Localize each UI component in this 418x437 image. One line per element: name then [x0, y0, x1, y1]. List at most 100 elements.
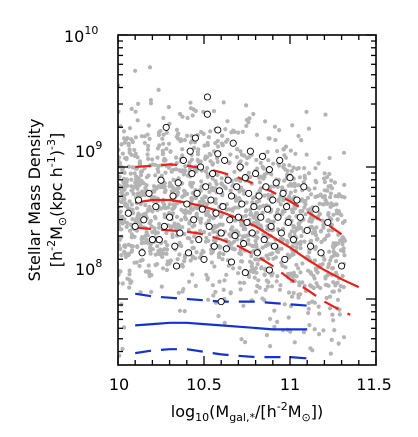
gray-point: [132, 234, 137, 239]
gray-point: [269, 284, 275, 289]
gray-point: [322, 171, 327, 176]
gray-point: [328, 204, 333, 209]
gray-point: [130, 188, 135, 193]
axis-ticks: [117, 34, 377, 365]
gray-point: [215, 159, 220, 164]
open-circle-point: [148, 236, 156, 244]
gray-point: [131, 191, 136, 196]
gray-point: [267, 136, 272, 141]
gray-point: [185, 115, 190, 121]
gray-point: [307, 219, 312, 224]
gray-point: [148, 251, 153, 256]
gray-point: [290, 274, 295, 279]
gray-point: [297, 283, 302, 288]
gray-point: [180, 194, 185, 199]
gray-point: [256, 278, 261, 283]
gray-point: [162, 212, 167, 217]
gray-point: [238, 159, 243, 164]
gray-point: [324, 233, 330, 238]
open-circle-point: [214, 150, 222, 158]
gray-point: [328, 351, 333, 356]
gray-point: [148, 98, 153, 103]
gray-point: [269, 273, 274, 278]
gray-point: [135, 191, 140, 196]
gray-point: [193, 196, 198, 201]
gray-point: [237, 265, 242, 270]
red-dashed-curve-3: [135, 226, 351, 316]
gray-point: [197, 200, 202, 205]
gray-point: [273, 137, 278, 143]
gray-point: [307, 250, 312, 255]
gray-point: [128, 171, 133, 176]
gray-point: [328, 191, 333, 196]
gray-point: [225, 137, 230, 142]
gray-point: [122, 187, 127, 192]
gray-point: [334, 202, 339, 207]
open-circle-point: [217, 298, 225, 306]
open-circle-point: [317, 249, 325, 257]
gray-point: [298, 242, 303, 247]
gray-point: [277, 163, 282, 168]
gray-point: [301, 330, 306, 335]
gray-point: [246, 242, 252, 247]
gray-point: [241, 188, 246, 193]
gray-point: [298, 292, 303, 297]
gray-point: [129, 202, 134, 207]
gray-point: [342, 253, 347, 258]
gray-point: [136, 101, 141, 106]
open-circle-point: [209, 170, 217, 178]
gray-point: [187, 221, 192, 226]
gray-point: [194, 213, 199, 218]
gray-point: [290, 197, 295, 202]
gray-point: [272, 324, 277, 329]
gray-point: [243, 213, 248, 218]
gray-point: [287, 194, 292, 199]
gray-point: [341, 335, 347, 340]
gray-point: [151, 184, 157, 189]
open-circle-point: [267, 222, 275, 230]
gray-point: [190, 245, 195, 250]
gray-point: [133, 184, 138, 190]
gray-point: [139, 173, 144, 178]
gray-point: [314, 180, 319, 185]
gray-point: [190, 207, 195, 212]
gray-point: [198, 220, 203, 225]
gray-point: [314, 268, 319, 273]
gray-point: [145, 233, 150, 238]
gray-point: [275, 319, 280, 324]
gray-point: [236, 271, 241, 276]
gray-point: [228, 290, 233, 295]
gray-point: [125, 220, 130, 226]
gray-point: [243, 209, 248, 214]
gray-point: [188, 258, 193, 263]
gray-point: [213, 289, 218, 295]
open-circle-point: [222, 245, 230, 253]
gray-point: [170, 232, 175, 237]
gray-point: [182, 189, 187, 194]
gray-point: [322, 257, 327, 262]
gray-point: [242, 153, 247, 158]
gray-point: [314, 237, 319, 242]
y-tick-label-1e10: 1010: [64, 24, 98, 46]
gray-point: [133, 109, 138, 114]
gray-point: [159, 284, 164, 289]
gray-point: [152, 195, 157, 200]
gray-point: [225, 119, 230, 124]
gray-point: [275, 274, 280, 279]
gray-point: [133, 68, 138, 73]
gray-point: [241, 303, 246, 308]
gray-point: [138, 290, 143, 295]
gray-point: [179, 217, 184, 222]
gray-point: [322, 188, 327, 193]
gray-point: [161, 205, 166, 210]
gray-point: [239, 223, 244, 228]
gray-point: [247, 116, 252, 121]
gray-point: [236, 196, 242, 201]
gray-point: [329, 201, 334, 206]
red-dashed-curve-2: [135, 163, 343, 236]
gray-point: [129, 177, 134, 182]
open-circle-point: [217, 229, 225, 237]
gray-point: [150, 157, 155, 162]
gray-point: [299, 233, 304, 239]
gray-point: [205, 275, 210, 281]
